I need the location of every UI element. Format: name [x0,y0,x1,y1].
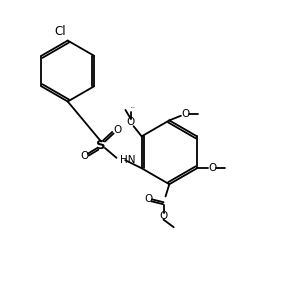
Text: O: O [159,211,168,221]
Text: O: O [127,117,135,127]
Text: O: O [113,125,121,135]
Text: O: O [181,109,190,119]
Text: O: O [144,194,153,204]
Text: Cl: Cl [55,25,66,38]
Text: HN: HN [120,155,136,165]
Text: O: O [80,151,89,161]
Text: methyl: methyl [131,107,136,108]
Text: O: O [208,163,216,173]
Text: S: S [96,139,106,151]
